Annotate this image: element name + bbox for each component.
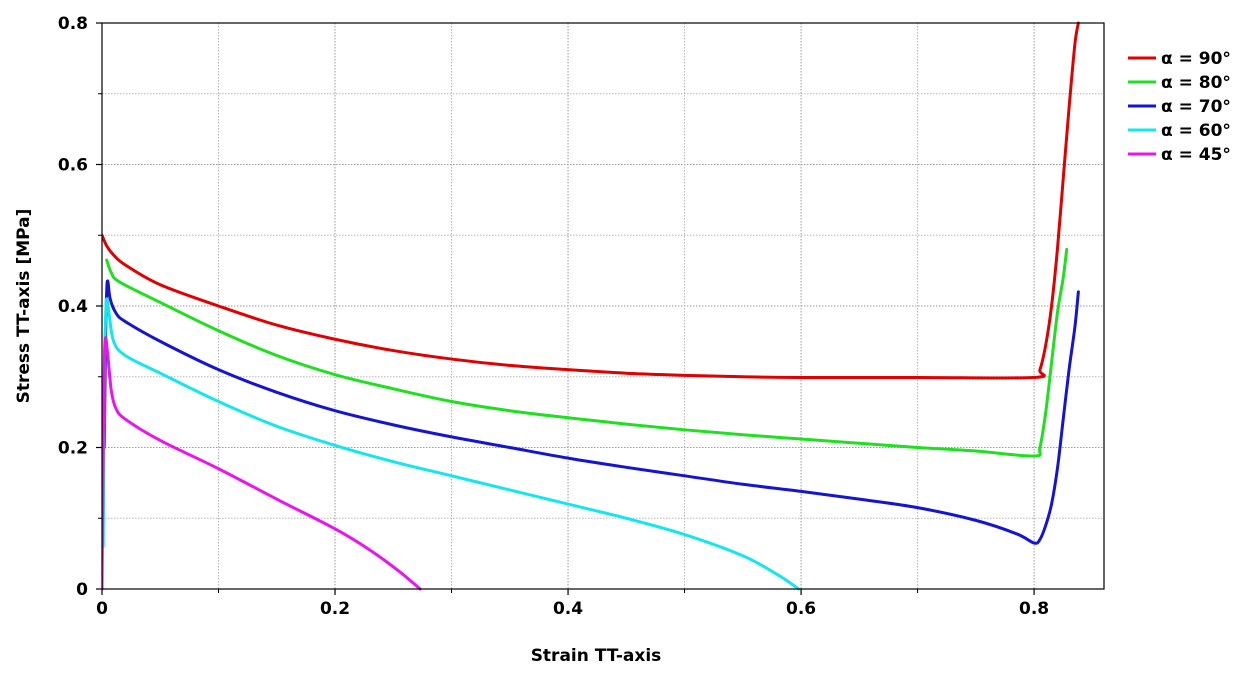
legend: α = 90° α = 80° α = 70° α = 60° α = 45°: [1128, 49, 1231, 165]
legend-label: α = 45°: [1161, 145, 1231, 165]
x-tick-label: 0.4: [553, 599, 583, 619]
y-axis-title: Stress TT-axis [MPa]: [14, 209, 34, 404]
series-line-4: [102, 297, 801, 591]
series-line-5: [102, 336, 422, 591]
series-layer: [102, 21, 1080, 591]
tick-labels: 0 0.2 0.4 0.6 0.8 0 0.2 0.4 0.6 0.8: [58, 14, 1049, 619]
series-line-3: [102, 279, 1080, 545]
legend-label: α = 70°: [1161, 97, 1231, 117]
y-tick-label: 0: [76, 580, 88, 600]
series-line-2: [105, 247, 1069, 458]
y-tick-label: 0.4: [58, 297, 88, 317]
legend-label: α = 60°: [1161, 121, 1231, 141]
x-axis-title: Strain TT-axis: [531, 646, 662, 666]
y-tick-label: 0.6: [58, 156, 88, 176]
x-tick-label: 0.6: [786, 599, 816, 619]
series-line-1: [102, 21, 1080, 380]
y-tick-label: 0.8: [58, 14, 88, 34]
legend-label: α = 90°: [1161, 49, 1231, 69]
grid: [101, 22, 1104, 590]
y-tick-label: 0.2: [58, 439, 88, 459]
x-tick-label: 0: [96, 599, 108, 619]
x-tick-label: 0.8: [1019, 599, 1049, 619]
legend-label: α = 80°: [1161, 73, 1231, 93]
x-tick-label: 0.2: [320, 599, 350, 619]
